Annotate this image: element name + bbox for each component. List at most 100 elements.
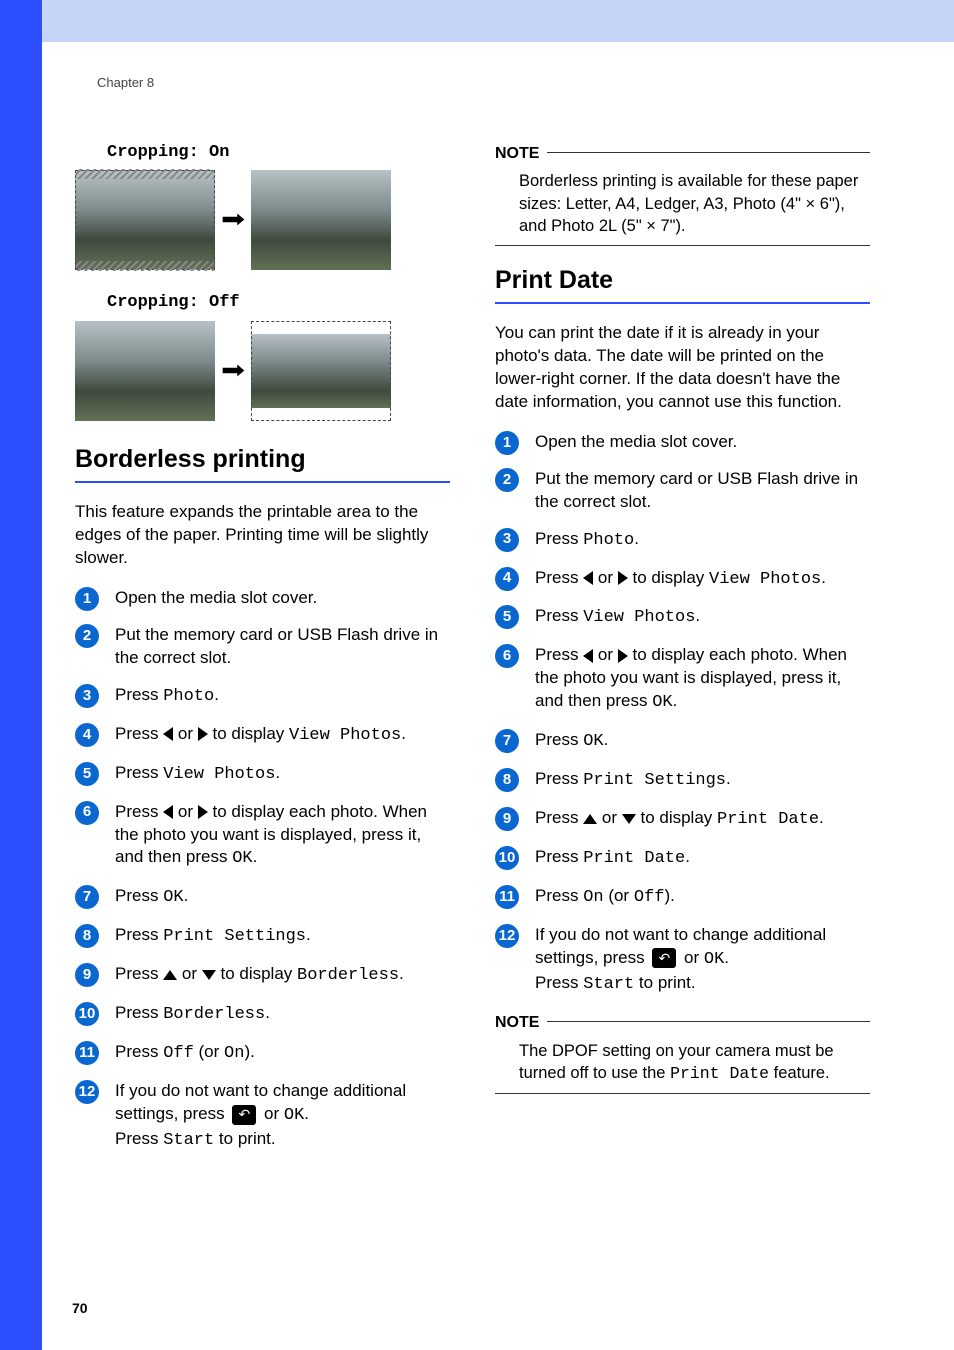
- step-text: to print.: [634, 973, 695, 992]
- code-text: View Photos: [709, 570, 821, 589]
- triangle-left-icon: [583, 649, 593, 663]
- step-text: Put the memory card or USB Flash drive i…: [115, 625, 438, 667]
- step-item: Put the memory card or USB Flash drive i…: [495, 468, 870, 514]
- note-block: NOTE The DPOF setting on your camera mus…: [495, 1011, 870, 1094]
- step-text: .: [304, 1104, 309, 1123]
- step-text: .: [604, 730, 609, 749]
- figure-left-box: [75, 170, 215, 270]
- step-item: Press OK.: [495, 729, 870, 754]
- note-text: feature.: [769, 1064, 830, 1082]
- step-text: (or: [194, 1042, 224, 1061]
- triangle-left-icon: [583, 571, 593, 585]
- step-item: Press or to display View Photos.: [75, 723, 450, 748]
- step-item: Press Photo.: [495, 528, 870, 553]
- right-column: NOTE Borderless printing is available fo…: [495, 142, 870, 1167]
- step-text: or: [173, 802, 198, 821]
- code-text: OK: [704, 950, 724, 969]
- section-title-borderless: Borderless printing: [75, 443, 450, 477]
- step-text: .: [306, 925, 311, 944]
- code-text: View Photos: [289, 726, 401, 745]
- triangle-right-icon: [198, 727, 208, 741]
- page-number: 70: [72, 1299, 88, 1318]
- step-text: .: [819, 808, 824, 827]
- step-item: Press View Photos.: [75, 762, 450, 787]
- step-item: If you do not want to change additional …: [75, 1080, 450, 1153]
- step-item: Press Print Settings.: [75, 924, 450, 949]
- note-title: NOTE: [495, 1012, 547, 1034]
- step-item: Put the memory card or USB Flash drive i…: [75, 624, 450, 670]
- step-text: to display: [208, 724, 289, 743]
- step-text: .: [724, 948, 729, 967]
- triangle-right-icon: [198, 805, 208, 819]
- note-rule: [495, 1093, 870, 1094]
- code-text: Photo: [583, 531, 634, 550]
- step-item: Press or to display View Photos.: [495, 567, 870, 592]
- code-text: View Photos: [163, 765, 275, 784]
- step-text: .: [275, 763, 280, 782]
- step-text: .: [253, 847, 258, 866]
- step-text: ).: [244, 1042, 254, 1061]
- step-text: or: [597, 808, 622, 827]
- back-icon: ↶: [232, 1105, 256, 1125]
- back-icon: ↶: [652, 948, 676, 968]
- code-text: Print Date: [583, 849, 685, 868]
- code-text: Borderless: [297, 966, 399, 985]
- arrow-right-icon: ➡: [221, 355, 245, 387]
- step-text: Press: [115, 886, 163, 905]
- step-text: Press: [535, 886, 583, 905]
- step-text: .: [401, 724, 406, 743]
- step-item: Press Photo.: [75, 684, 450, 709]
- triangle-left-icon: [163, 727, 173, 741]
- step-text: Open the media slot cover.: [535, 432, 737, 451]
- figure-right-box: [251, 170, 391, 270]
- code-text: OK: [583, 732, 603, 751]
- step-item: Press or to display each photo. When the…: [495, 644, 870, 715]
- cropping-on-label: Cropping: On: [107, 142, 450, 165]
- step-text: Open the media slot cover.: [115, 588, 317, 607]
- triangle-right-icon: [618, 571, 628, 585]
- code-text: On: [224, 1044, 244, 1063]
- step-text: to display: [628, 568, 709, 587]
- step-text: .: [214, 685, 219, 704]
- step-item: Open the media slot cover.: [495, 431, 870, 454]
- note-rule: [495, 245, 870, 246]
- step-text: .: [695, 606, 700, 625]
- step-text: or: [173, 724, 198, 743]
- step-text: Press: [535, 730, 583, 749]
- step-item: Press or to display Borderless.: [75, 963, 450, 988]
- figure-cropping-off: ➡: [75, 321, 450, 421]
- note-block: NOTE Borderless printing is available fo…: [495, 142, 870, 247]
- step-text: or: [593, 568, 618, 587]
- triangle-down-icon: [202, 970, 216, 980]
- code-text: Borderless: [163, 1005, 265, 1024]
- figure-right-box: [251, 321, 391, 421]
- step-item: Press or to display each photo. When the…: [75, 801, 450, 872]
- step-item: Press Off (or On).: [75, 1041, 450, 1066]
- step-item: Press On (or Off).: [495, 885, 870, 910]
- step-text: .: [399, 964, 404, 983]
- arrow-right-icon: ➡: [221, 204, 245, 236]
- triangle-up-icon: [583, 814, 597, 824]
- code-text: Off: [163, 1044, 194, 1063]
- step-text: Press: [535, 973, 583, 992]
- step-text: .: [685, 847, 690, 866]
- step-text: or: [679, 948, 704, 967]
- code-text: On: [583, 888, 603, 907]
- step-text: Press: [535, 808, 583, 827]
- chapter-label: Chapter 8: [97, 74, 895, 92]
- step-text: Press: [115, 964, 163, 983]
- section-title-printdate: Print Date: [495, 264, 870, 298]
- triangle-right-icon: [618, 649, 628, 663]
- step-text: .: [184, 886, 189, 905]
- triangle-left-icon: [163, 805, 173, 819]
- code-text: Print Settings: [163, 927, 306, 946]
- step-text: .: [265, 1003, 270, 1022]
- step-text: or: [177, 964, 202, 983]
- step-item: Press View Photos.: [495, 605, 870, 630]
- step-text: Press: [115, 1129, 163, 1148]
- note-body: Borderless printing is available for the…: [519, 170, 870, 237]
- code-text: Print Date: [670, 1064, 769, 1083]
- corner-block: [0, 0, 42, 42]
- triangle-down-icon: [622, 814, 636, 824]
- step-item: Press OK.: [75, 885, 450, 910]
